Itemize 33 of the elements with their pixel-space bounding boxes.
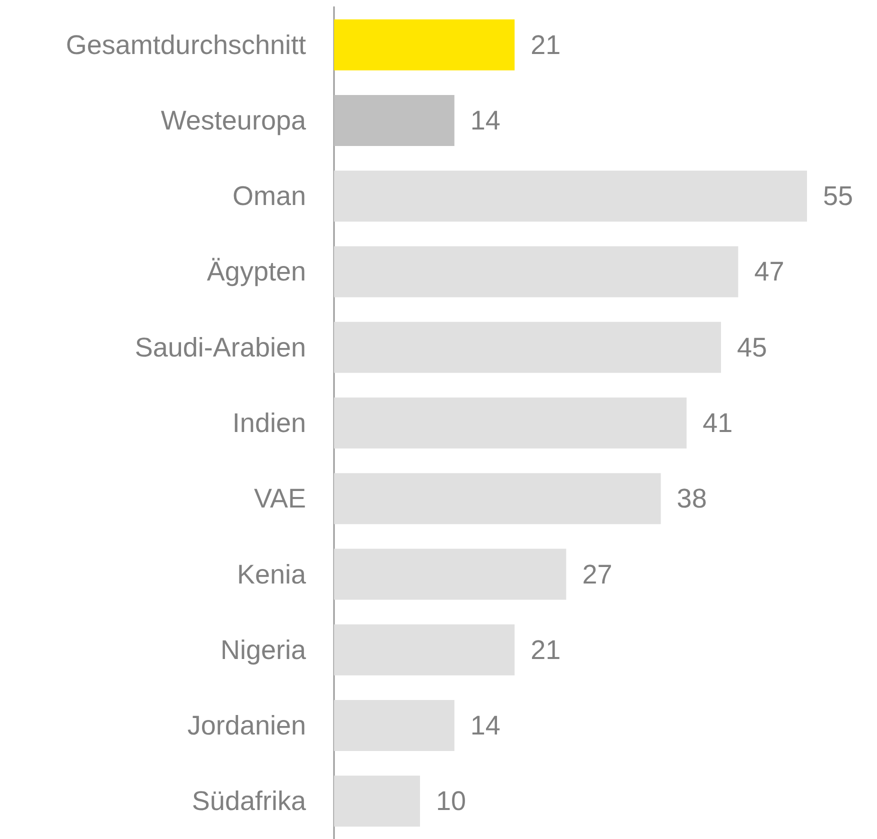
data-label: 14 [470, 710, 500, 741]
data-label: 47 [754, 256, 784, 287]
y-tick-label: Westeuropa [160, 105, 307, 136]
data-label: 21 [530, 30, 561, 60]
y-tick-label: Oman [232, 181, 306, 212]
bar [334, 700, 454, 752]
y-tick-label: Südafrika [192, 786, 307, 816]
y-tick-label: Jordanien [187, 710, 306, 741]
bar [334, 473, 661, 524]
y-tick-label: Gesamtdurchschnitt [66, 30, 306, 60]
y-tick-label: Ägypten [206, 256, 306, 287]
bar [334, 398, 687, 448]
y-tick-label: Indien [232, 408, 306, 438]
bar [334, 246, 738, 298]
bar [334, 170, 807, 222]
bar [334, 776, 420, 827]
data-label: 55 [823, 181, 854, 212]
bar [334, 19, 515, 70]
bar [334, 94, 454, 146]
data-label: 41 [702, 408, 733, 438]
y-tick-label: Kenia [236, 559, 307, 590]
bar [334, 624, 515, 676]
data-label: 45 [737, 332, 768, 362]
y-tick-label: VAE [254, 484, 306, 514]
y-tick-label: Saudi-Arabien [134, 332, 306, 362]
bar [334, 322, 721, 373]
data-label: 14 [470, 105, 500, 136]
data-label: 38 [676, 484, 707, 514]
y-tick-label: Nigeria [220, 634, 307, 665]
data-label: 27 [582, 559, 612, 590]
data-label: 21 [530, 634, 561, 665]
data-label: 10 [436, 786, 466, 816]
bar [334, 548, 566, 600]
